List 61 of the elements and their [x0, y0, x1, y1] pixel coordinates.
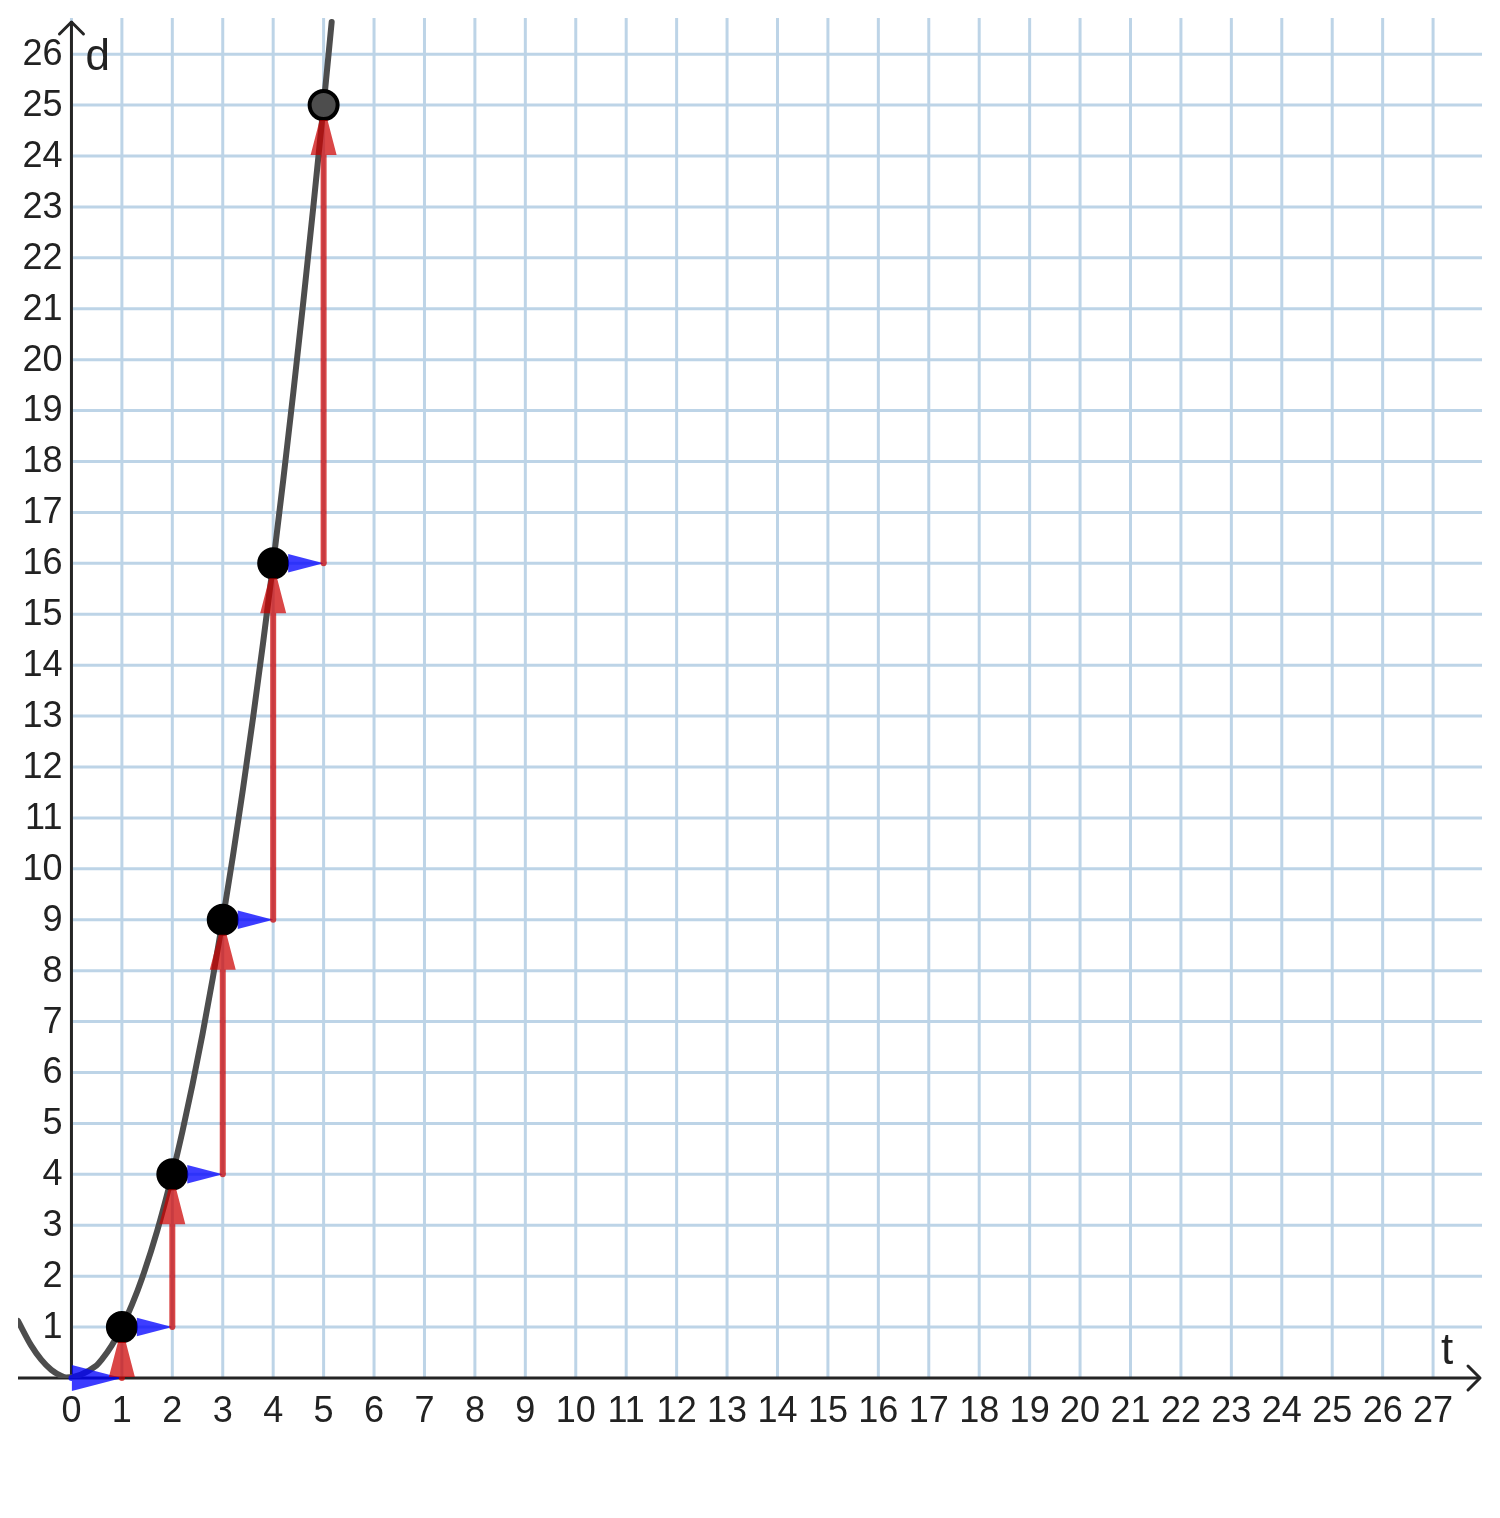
y-tick-label: 2 — [42, 1254, 63, 1296]
x-tick-label: 13 — [707, 1388, 748, 1430]
x-tick-label: 25 — [1312, 1388, 1353, 1430]
x-tick-label: 12 — [656, 1388, 697, 1430]
x-tick-label: 26 — [1362, 1388, 1403, 1430]
x-tick-label: 19 — [1009, 1388, 1050, 1430]
y-tick-label: 22 — [22, 235, 63, 277]
y-tick-label: 14 — [22, 643, 63, 685]
x-tick-label: 9 — [515, 1388, 536, 1430]
y-tick-label: 17 — [22, 490, 63, 532]
y-tick-label: 1 — [42, 1305, 63, 1346]
x-tick-label: 16 — [858, 1388, 899, 1430]
x-tick-label: 23 — [1211, 1388, 1252, 1430]
y-tick-label: 25 — [22, 82, 63, 124]
y-tick-label: 15 — [22, 592, 63, 634]
point — [156, 1158, 189, 1191]
x-tick-label: 6 — [364, 1388, 385, 1430]
x-tick-label: 5 — [313, 1388, 334, 1430]
y-tick-label: 21 — [22, 286, 63, 328]
y-tick-label: 7 — [42, 999, 63, 1041]
y-tick-label: 24 — [22, 133, 63, 175]
x-tick-label: 17 — [908, 1388, 949, 1430]
x-tick-label: 10 — [555, 1388, 596, 1430]
y-axis-title: d — [85, 30, 110, 79]
x-tick-label: 2 — [162, 1388, 183, 1430]
point — [105, 1311, 138, 1344]
y-tick-label: 9 — [42, 897, 63, 939]
y-tick-label: 12 — [22, 744, 63, 786]
y-tick-label: 20 — [22, 337, 63, 379]
x-tick-label: 4 — [263, 1388, 284, 1430]
y-tick-label: 18 — [22, 439, 63, 481]
y-tick-label: 26 — [22, 32, 63, 74]
y-tick-label: 19 — [22, 388, 63, 430]
x-tick-label: 15 — [807, 1388, 848, 1430]
x-tick-label: 14 — [757, 1388, 798, 1430]
point — [257, 547, 290, 580]
x-tick-label: 18 — [959, 1388, 1000, 1430]
y-tick-label: 8 — [42, 948, 63, 990]
y-tick-label: 10 — [22, 846, 63, 888]
x-tick-label: 1 — [111, 1388, 132, 1430]
x-tick-label: 21 — [1110, 1388, 1151, 1430]
x-tick-label: 7 — [414, 1388, 435, 1430]
y-tick-label: 3 — [42, 1203, 63, 1245]
y-tick-label: 11 — [25, 795, 63, 837]
x-tick-label: 27 — [1413, 1388, 1454, 1430]
x-axis-title: t — [1440, 1324, 1454, 1373]
x-tick-label: 24 — [1261, 1388, 1302, 1430]
y-tick-label: 23 — [22, 184, 63, 226]
point — [307, 89, 340, 122]
y-tick-label: 16 — [22, 541, 63, 583]
x-tick-label: 20 — [1060, 1388, 1101, 1430]
point — [206, 903, 239, 936]
x-tick-label: 11 — [607, 1388, 645, 1430]
x-tick-label: 3 — [212, 1388, 233, 1430]
y-tick-label: 4 — [42, 1152, 63, 1194]
x-tick-label: 8 — [464, 1388, 485, 1430]
y-tick-label: 5 — [42, 1101, 63, 1143]
y-tick-label: 6 — [42, 1050, 63, 1092]
x-tick-label: 22 — [1160, 1388, 1201, 1430]
x-tick-label: 0 — [61, 1388, 82, 1430]
y-tick-label: 13 — [22, 694, 63, 735]
